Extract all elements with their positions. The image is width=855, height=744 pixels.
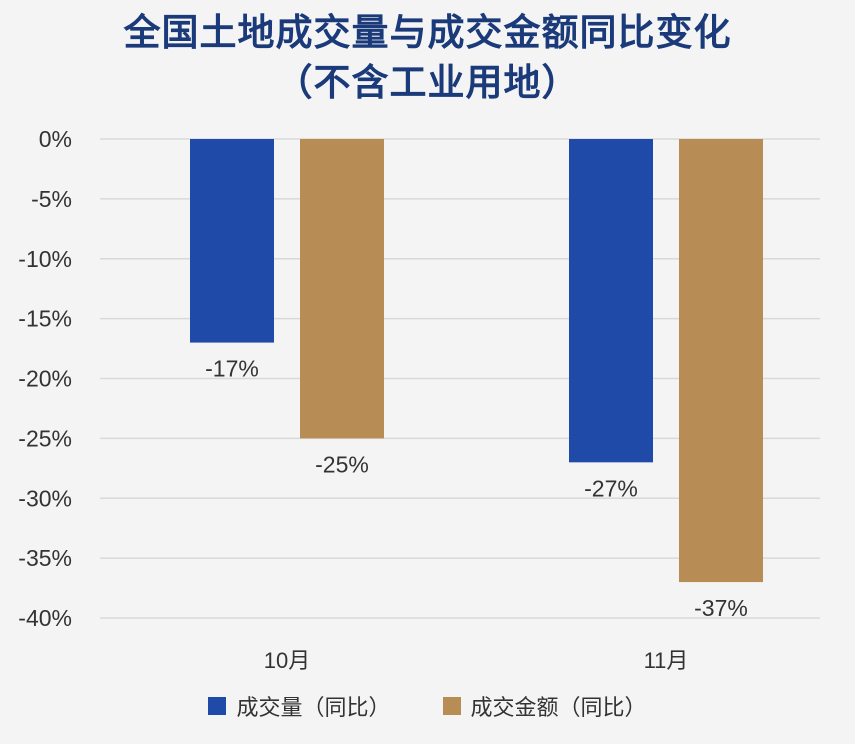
chart-title: 全国土地成交量与成交金额同比变化 <box>123 11 732 54</box>
legend-swatch-amount <box>442 697 461 715</box>
y-tick-label: -10% <box>18 246 72 272</box>
bar-volume-2 <box>569 139 653 463</box>
y-tick-label: -5% <box>31 186 72 212</box>
data-label: -27% <box>584 475 638 501</box>
legend-item-amount: 成交金额（同比） <box>442 690 647 722</box>
x-category-label: 10月 <box>264 648 310 673</box>
data-label: -37% <box>694 595 748 621</box>
bar-amount-2 <box>679 139 763 583</box>
y-tick-label: -30% <box>18 485 72 511</box>
bar-volume-1 <box>190 139 274 343</box>
data-label: -17% <box>205 356 259 382</box>
x-category-label: 11月 <box>644 648 689 673</box>
y-tick-label: -15% <box>18 306 72 332</box>
legend-label-amount: 成交金额（同比） <box>470 696 647 721</box>
legend-swatch-volume <box>208 697 227 715</box>
legend: 成交量（同比） 成交金额（同比） <box>0 690 855 722</box>
data-label: -25% <box>315 451 369 477</box>
bar-amount-1 <box>300 139 384 439</box>
y-tick-label: 0% <box>39 126 72 152</box>
y-tick-label: -25% <box>18 425 72 451</box>
y-tick-label: -20% <box>18 366 72 392</box>
y-tick-label: -40% <box>18 605 72 631</box>
legend-label-volume: 成交量（同比） <box>236 696 391 721</box>
y-tick-label: -35% <box>18 545 72 571</box>
legend-item-volume: 成交量（同比） <box>208 690 391 722</box>
chart-subtitle: （不含工业用地） <box>275 61 580 104</box>
